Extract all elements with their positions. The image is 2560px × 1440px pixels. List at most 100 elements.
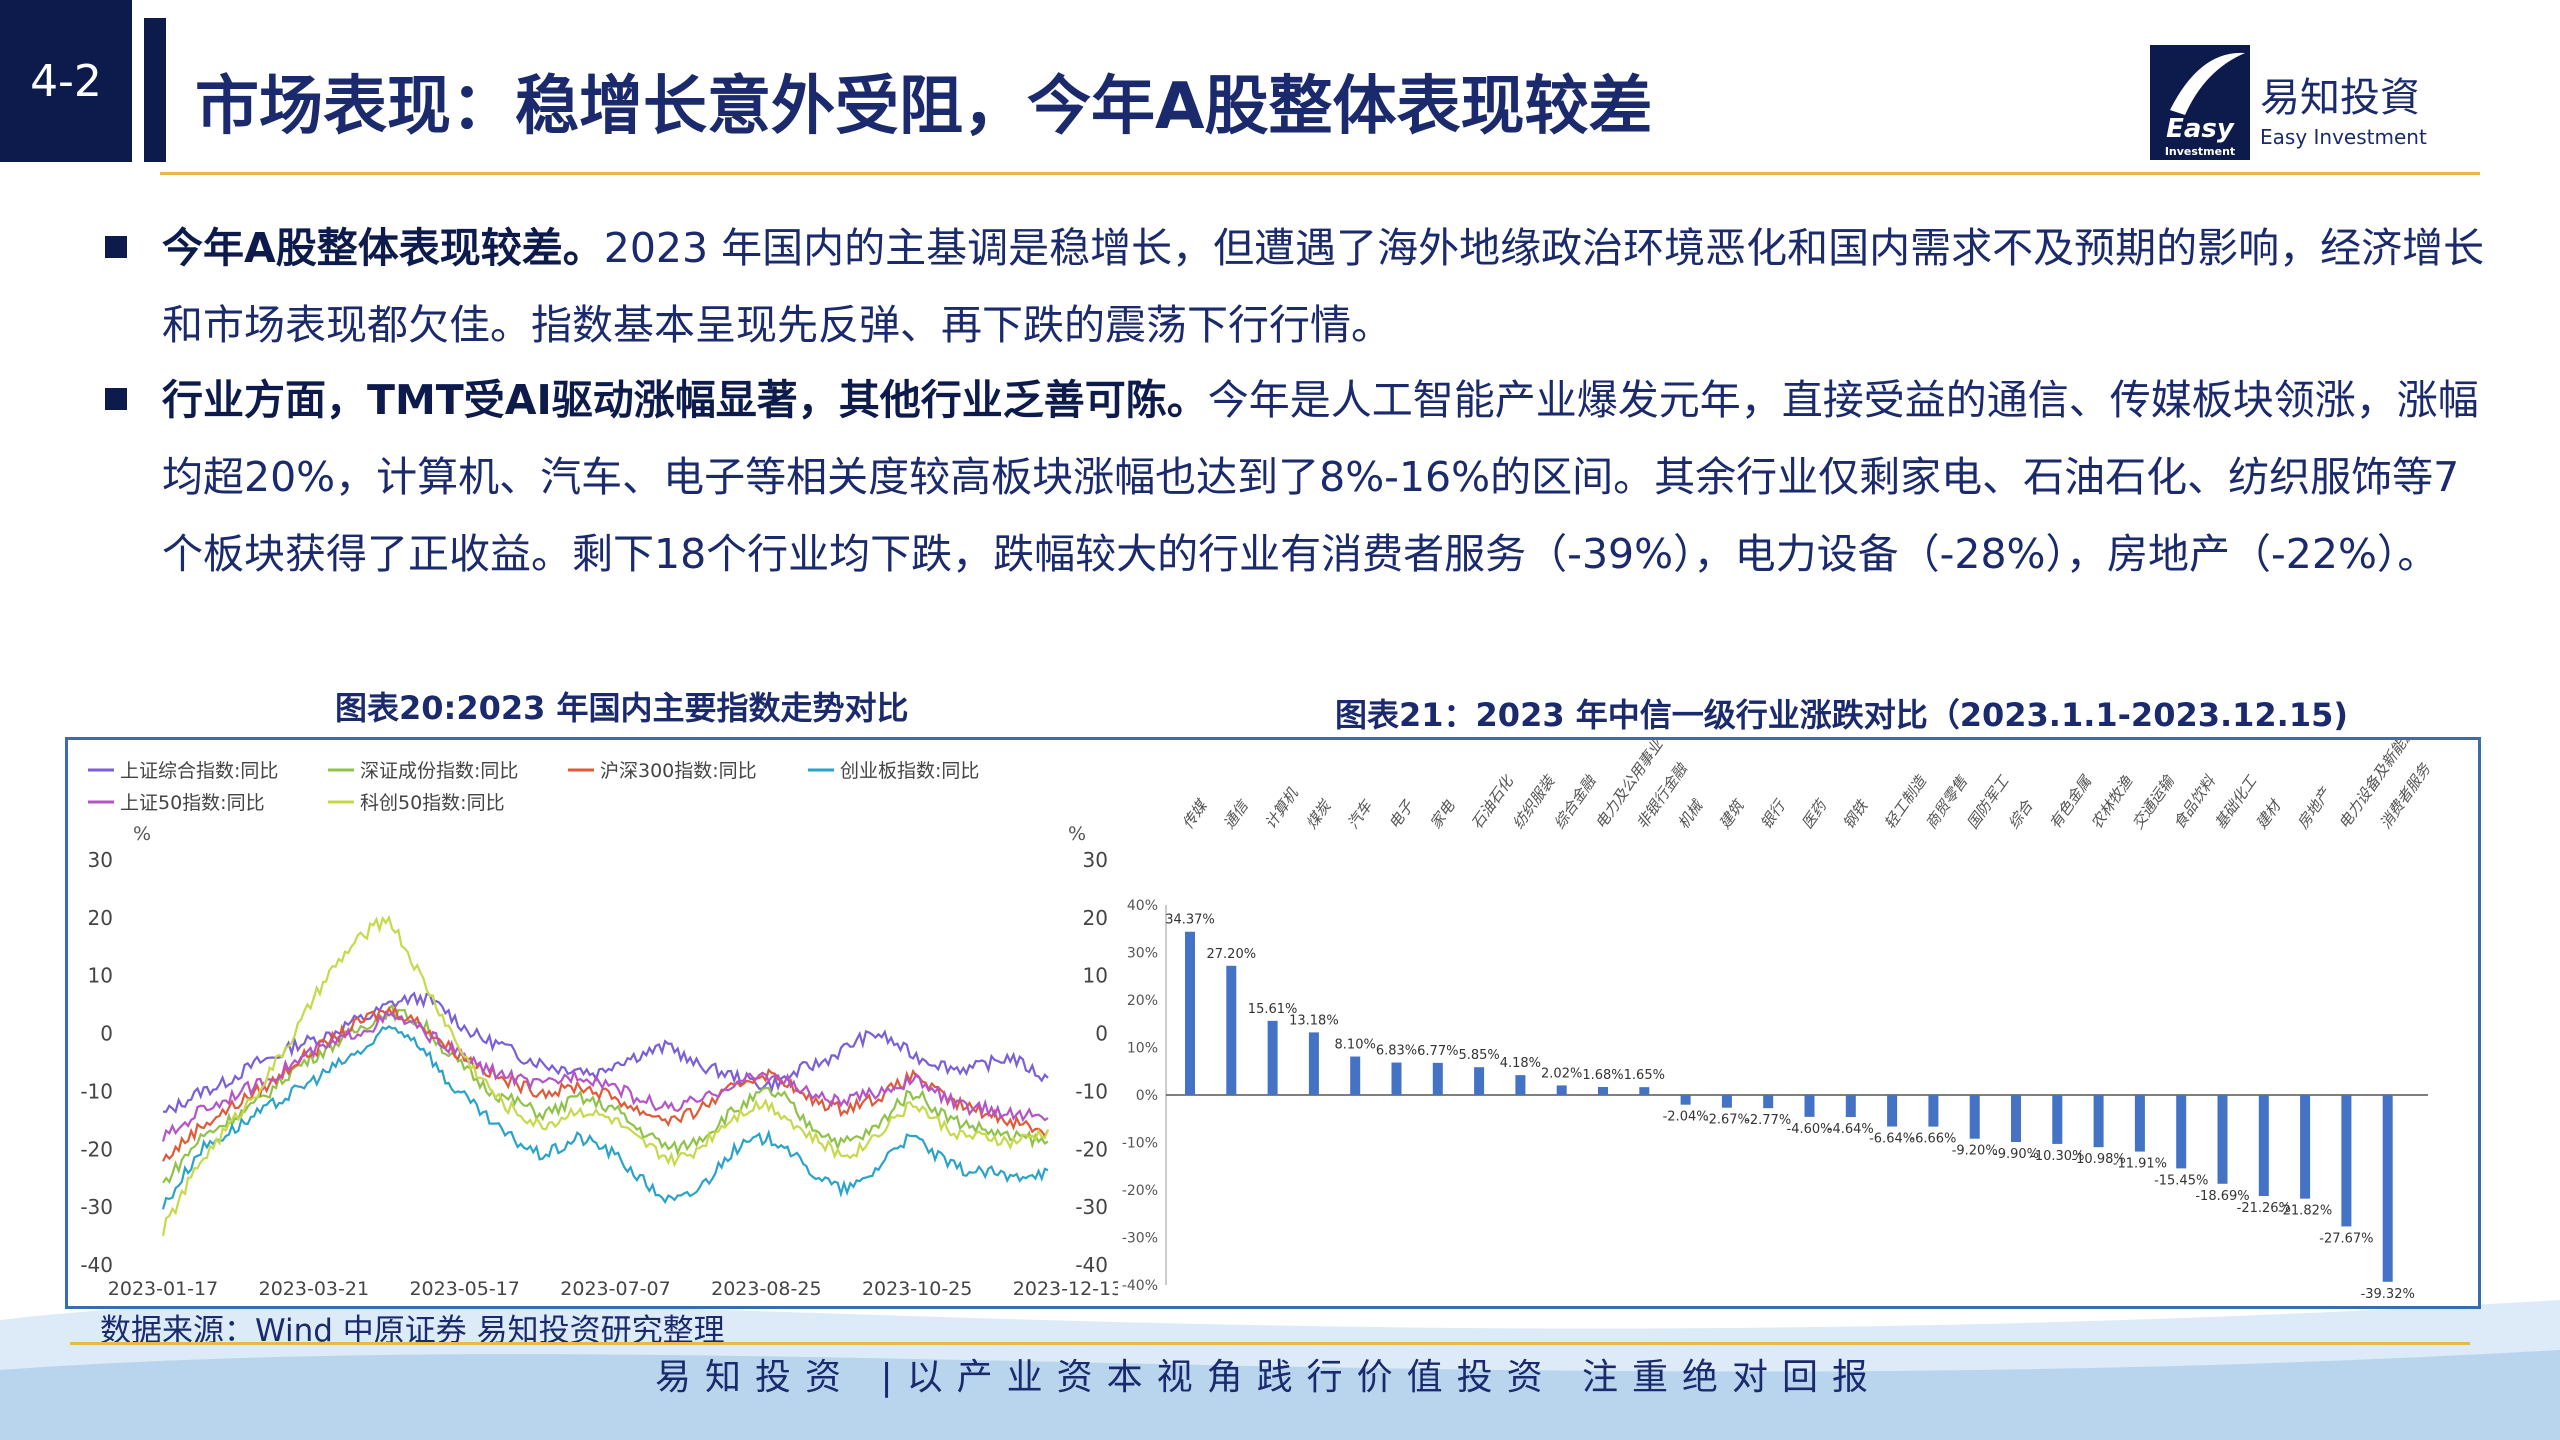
bar-value-label: 13.18% [1289,1013,1339,1028]
bar-value-label: 27.20% [1207,947,1257,962]
bar-value-label: 6.83% [1376,1044,1417,1059]
company-logo: Easy Investment 易知投資 Easy Investment [2150,30,2430,165]
footer-wave-decoration [0,1300,2560,1440]
series-line [162,991,1049,1114]
x-tick-label: 2023-08-25 [711,1278,821,1300]
logo-english-name: Easy Investment [2260,125,2427,149]
y-tick-left: 0 [100,1022,113,1046]
bar [2217,1095,2228,1184]
section-badge: 4-2 [0,0,132,162]
y-tick-right: -20 [1075,1137,1108,1161]
bar-category-label: 综合 [2005,796,2038,833]
bar-value-label: 1.65% [1624,1068,1665,1083]
y-tick-left: -10 [80,1079,113,1103]
bar-value-label: -27.67% [2319,1231,2373,1246]
bar-y-tick: 0% [1136,1088,1158,1104]
bar-y-tick: 10% [1127,1041,1158,1057]
y-tick-right: 30 [1083,848,1108,872]
series-line [161,1025,1049,1210]
bar [1267,1020,1278,1095]
bar-category-label: 建筑 [1715,796,1748,833]
y-tick-left: -20 [80,1137,113,1161]
title-divider [160,172,2480,175]
y-tick-right: -10 [1075,1079,1108,1103]
y-unit-right: % [1068,823,1086,845]
header-accent-bar [144,18,166,162]
bar-value-label: -9.20% [1952,1144,1998,1159]
bar-y-tick: -10% [1122,1136,1158,1152]
bar [1969,1095,1980,1139]
bar [2093,1095,2104,1148]
bar-value-label: 4.18% [1500,1056,1541,1071]
bar-value-label: -11.91% [2113,1157,2167,1172]
bar [2052,1095,2063,1144]
logo-mark: Easy Investment [2150,45,2250,160]
y-tick-right: -30 [1075,1195,1108,1219]
logo-mark-subtext: Investment [2165,145,2235,158]
y-unit-left: % [133,823,151,845]
bar [1391,1062,1402,1095]
bar-y-tick: -30% [1122,1231,1158,1247]
footer-slogan: 易知投资 |以产业资本视角践行价值投资 注重绝对回报 [655,1357,1883,1398]
footer-divider [70,1342,2470,1345]
bar-value-label: 2.02% [1541,1066,1582,1081]
bar-value-label: -2.04% [1663,1110,1709,1125]
bullet-marker [105,388,127,410]
bar-value-label: 8.10% [1335,1038,1376,1053]
bar-value-label: -4.64% [1828,1122,1874,1137]
bullet-1-body: 2023 年国内的主基调是稳增长，但遭遇了海外地缘政治环境恶化和国内需求不及预期… [162,224,2485,349]
y-tick-left: -30 [80,1195,113,1219]
bar-value-label: -10.98% [2071,1152,2125,1167]
logo-chinese-name: 易知投資 [2260,75,2420,121]
x-tick-label: 2023-12-13 [1013,1278,1118,1300]
bar-value-label: 15.61% [1248,1002,1298,1017]
bar-value-label: -2.67% [1704,1113,1750,1128]
bar-category-label: 房地产 [2294,783,2336,832]
bar-category-label: 医药 [1798,796,1831,833]
bullet-2-body: 今年是人工智能产业爆发元年，直接受益的通信、传媒板块领涨，涨幅均超20%，计算机… [162,376,2479,578]
y-tick-left: 10 [88,964,113,988]
bar-y-tick: 20% [1127,993,1158,1009]
bar-value-label: -4.60% [1787,1122,1833,1137]
bar-value-label: -6.66% [1910,1132,1956,1147]
bar-category-label: 通信 [1220,796,1253,833]
bar-category-label: 建材 [2252,796,2285,833]
bar-value-label: -10.30% [2030,1149,2084,1164]
bar-y-tick: 30% [1127,946,1158,962]
bar-y-tick: -40% [1122,1278,1158,1294]
bar-category-label: 计算机 [1261,784,1302,832]
index-trend-line-chart: 上证综合指数:同比 深证成份指数:同比 沪深300指数:同比 创业板指数:同比上证50… [80,760,1118,1300]
bar [1845,1095,1856,1118]
bar [1928,1095,1939,1127]
bar [2134,1095,2145,1152]
bar [1721,1095,1732,1108]
logo-mark-text: Easy [2166,114,2235,144]
bar-value-label: -39.32% [2361,1287,2415,1302]
bullet-paragraph-1: 今年A股整体表现较差。2023 年国内的主基调是稳增长，但遭遇了海外地缘政治环境… [162,210,2492,364]
bar [1308,1032,1319,1095]
bar-value-label: -18.69% [2195,1189,2249,1204]
legend-label: 深证成份指数:同比 [360,760,518,782]
bar [1350,1056,1361,1095]
y-tick-right: -40 [1075,1253,1108,1277]
bar [1185,931,1195,1095]
bar [1598,1087,1608,1095]
legend-label: 沪深300指数:同比 [600,760,757,782]
chart-21-title: 图表21：2023 年中信一级行业涨跌对比（2023.1.1-2023.12.1… [1335,696,2348,734]
bullet-1-lead: 今年A股整体表现较差。 [162,224,604,272]
series-line [161,914,1050,1236]
bar-value-label: -21.26% [2237,1201,2291,1216]
logo-swoosh-icon: Easy Investment [2165,52,2245,158]
series-line [161,1010,1049,1142]
bullet-paragraph-2: 行业方面，TMT受AI驱动涨幅显著，其他行业乏善可陈。今年是人工智能产业爆发元年… [162,362,2492,593]
bar [2011,1095,2021,1143]
bar [1432,1062,1443,1095]
bar-category-label: 电子 [1385,797,1418,833]
bar [1226,965,1237,1095]
bar-value-label: -9.90% [1993,1147,2039,1162]
x-tick-label: 2023-07-07 [560,1278,670,1300]
bar-category-label: 银行 [1757,796,1790,833]
bar [2341,1095,2352,1227]
y-tick-left: 20 [88,906,113,930]
bar-category-label: 汽车 [1344,796,1377,833]
